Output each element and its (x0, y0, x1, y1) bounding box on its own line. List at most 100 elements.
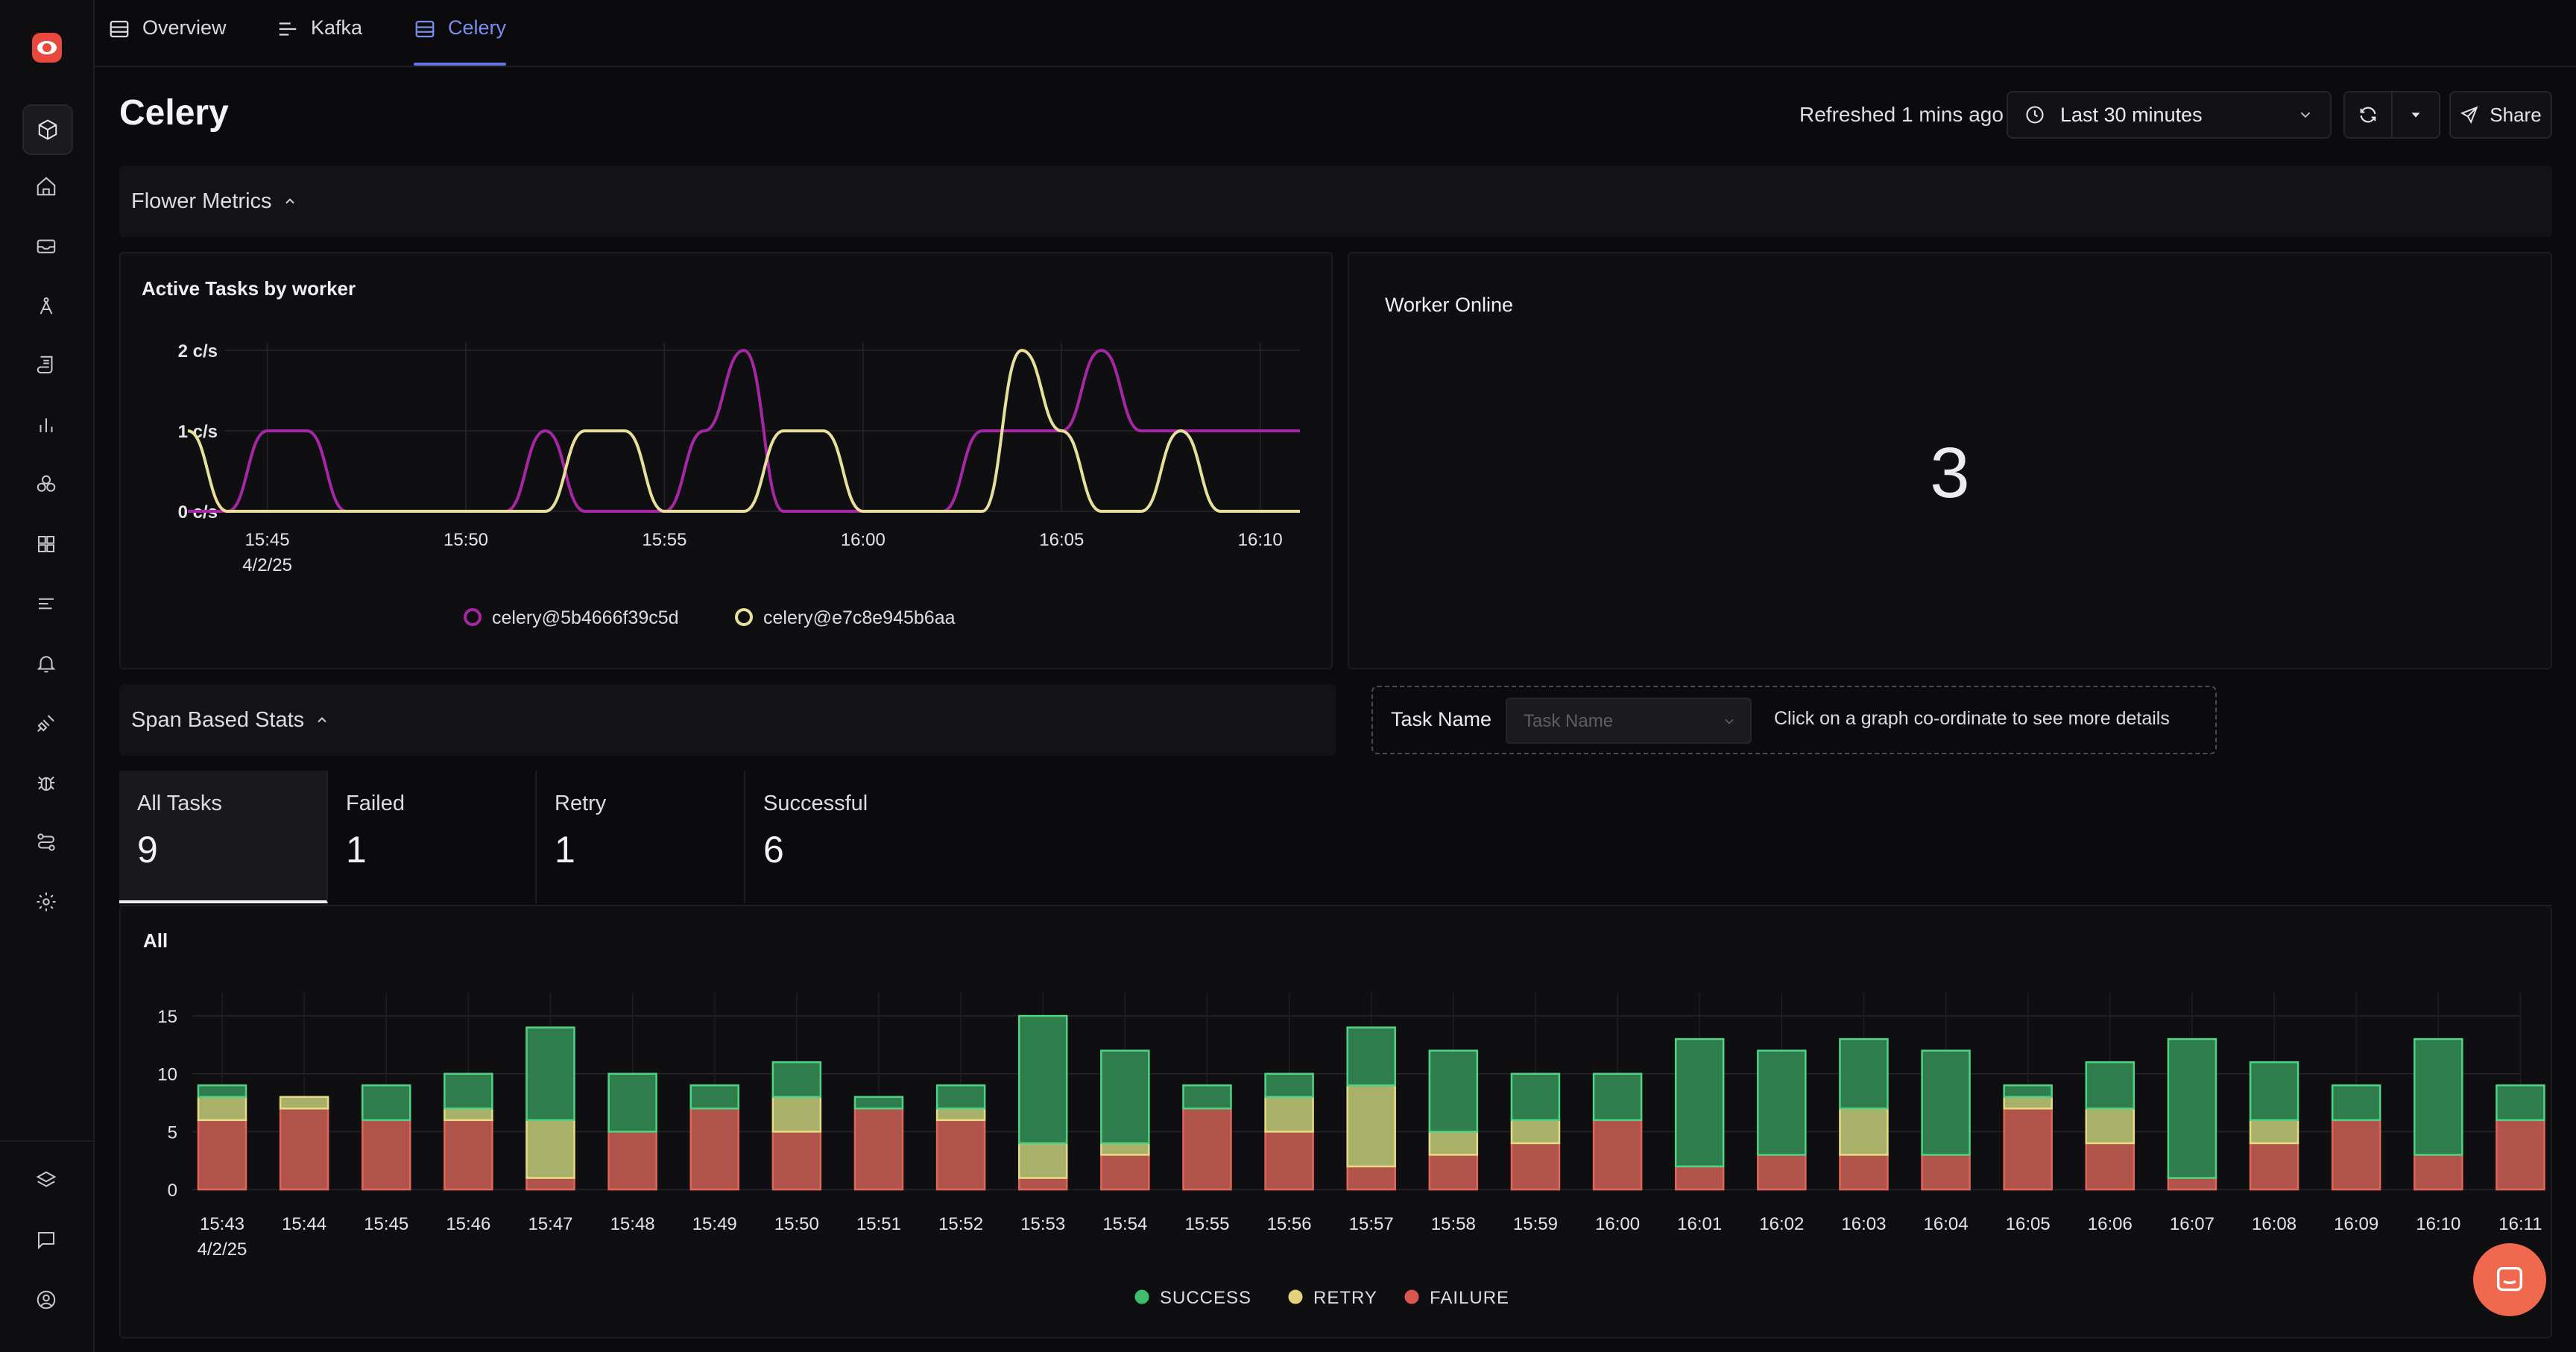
bar-segment-success (2331, 1084, 2381, 1122)
stat-tab-all[interactable]: All Tasks 9 (119, 771, 328, 903)
chat-launcher-button[interactable] (2473, 1243, 2546, 1316)
bar-segment-failure (1757, 1154, 1807, 1191)
x-tick-label: 15:45 (364, 1214, 408, 1234)
bar-segment-failure (2331, 1119, 2381, 1191)
chevron-up-icon (318, 717, 326, 723)
bar-segment-failure (1346, 1165, 1396, 1191)
x-tick-label: 16:10 (1238, 530, 1283, 550)
stat-tab-retry[interactable]: Retry 1 (537, 771, 745, 903)
bar-segment-success (1017, 1014, 1068, 1145)
bar-segment-failure (1017, 1177, 1068, 1191)
bar-segment-retry (1510, 1119, 1561, 1145)
sidebar-gear-icon[interactable] (22, 878, 70, 926)
x-tick-label: 16:09 (2334, 1214, 2378, 1234)
section-title: Span Based Stats (131, 707, 305, 732)
bar-segment-success (1757, 1049, 1807, 1156)
refresh-interval-dropdown[interactable] (2391, 91, 2440, 139)
section-span-stats[interactable]: Span Based Stats (119, 684, 1336, 756)
sidebar-hexagons-icon[interactable] (22, 461, 70, 508)
tab-label: Overview (142, 16, 227, 39)
active-tasks-chart[interactable]: 2 c/s1 c/s0 c/s15:45 15:50 15:55 16:00 16:05… (121, 253, 1331, 668)
worker-online-value: 3 (1930, 433, 1970, 513)
refresh-button[interactable] (2343, 91, 2393, 139)
x-tick-label: 16:06 (2088, 1214, 2133, 1234)
bar-segment-success (1264, 1073, 1314, 1099)
legend-label: RETRY (1313, 1288, 1377, 1308)
bar-segment-success (935, 1084, 986, 1110)
bar-segment-success (1921, 1049, 1971, 1156)
share-label: Share (2490, 103, 2542, 126)
app-logo[interactable] (31, 31, 63, 64)
legend-marker (1134, 1289, 1150, 1305)
bar-segment-success (2085, 1061, 2135, 1110)
sidebar-message-icon[interactable] (22, 1216, 70, 1264)
time-range-picker[interactable]: Last 30 minutes (2007, 91, 2332, 139)
x-tick-label: 15:47 (528, 1214, 572, 1234)
sidebar-plug-icon[interactable] (22, 699, 70, 747)
share-button[interactable]: Share (2449, 91, 2552, 139)
bar-segment-retry (1428, 1131, 1479, 1156)
x-tick-label: 15:52 (938, 1214, 983, 1234)
sidebar-compass-icon[interactable] (22, 282, 70, 329)
chat-icon (2496, 1266, 2523, 1292)
x-tick-label: 16:07 (2170, 1214, 2214, 1234)
bar-segment-failure (1592, 1119, 1643, 1191)
bar-segment-retry (443, 1108, 493, 1122)
sidebar-grid-icon[interactable] (22, 520, 70, 568)
sidebar-bug-icon[interactable] (22, 759, 70, 806)
task-name-placeholder: Task Name (1524, 711, 1614, 731)
x-tick-label: 15:55 (1184, 1214, 1229, 1234)
task-name-select[interactable]: Task Name (1506, 698, 1752, 744)
x-tick-label: 16:00 (1595, 1214, 1640, 1234)
filter-hint: Click on a graph co-ordinate to see more… (1774, 708, 2170, 729)
bar-segment-retry (1100, 1142, 1150, 1156)
x-date-label: 4/2/25 (198, 1239, 247, 1260)
sidebar-layers-icon[interactable] (22, 1157, 70, 1204)
section-title: Flower Metrics (131, 189, 272, 213)
x-tick-label: 15:50 (443, 530, 488, 550)
bar-segment-failure (1674, 1165, 1725, 1191)
tab-kafka[interactable]: Kafka (277, 16, 362, 66)
bar-segment-retry (1264, 1096, 1314, 1133)
legend-label: SUCCESS (1160, 1288, 1251, 1308)
tab-overview[interactable]: Overview (108, 16, 227, 66)
x-tick-label: 15:58 (1431, 1214, 1476, 1234)
x-tick-label: 16:03 (1841, 1214, 1886, 1234)
stat-tab-successful[interactable]: Successful 6 (745, 771, 954, 903)
bar-segment-retry (2085, 1108, 2135, 1145)
worker-online-panel: Worker Online 3 (1348, 252, 2552, 669)
all-tasks-chart[interactable]: All 0 5 10 15 15:43 15:44 15:45 15:46 15:47 15:48 1… (121, 906, 2551, 1336)
bar-segment-failure (1839, 1154, 1889, 1191)
bar-segment-retry (2249, 1119, 2299, 1145)
section-flower-metrics[interactable]: Flower Metrics (119, 165, 2552, 237)
sidebar-user-circle-icon[interactable] (22, 1276, 70, 1324)
bar-segment-failure (2249, 1142, 2299, 1191)
bar-segment-retry (1346, 1084, 1396, 1168)
tab-label: Kafka (311, 16, 363, 39)
sidebar-cube-icon[interactable] (22, 104, 73, 155)
bar-segment-success (1428, 1049, 1479, 1133)
y-tick-label: 10 (157, 1065, 177, 1085)
stat-value: 1 (346, 829, 367, 871)
refreshed-status: Refreshed 1 mins ago (1799, 103, 2004, 126)
sidebar-list-icon[interactable] (22, 580, 70, 628)
tab-celery[interactable]: Celery (414, 16, 507, 66)
sidebar-inbox-icon[interactable] (22, 222, 70, 270)
bar-segment-retry (1839, 1108, 1889, 1156)
stat-tab-failed[interactable]: Failed 1 (328, 771, 537, 903)
bar-segment-failure (1100, 1154, 1150, 1191)
x-tick-label: 16:11 (2498, 1214, 2542, 1234)
chevron-up-icon (285, 198, 294, 204)
sidebar-bar-chart-icon[interactable] (22, 401, 70, 449)
legend-label: celery@e7c8e945b6aa (763, 607, 956, 628)
sidebar-bell-icon[interactable] (22, 639, 70, 687)
sidebar-route-icon[interactable] (22, 818, 70, 866)
stat-value: 1 (555, 829, 575, 871)
task-filter: Task Name Task Name Click on a graph co-… (1371, 686, 2217, 754)
tab-label: Celery (448, 16, 507, 39)
sidebar-scroll-icon[interactable] (22, 341, 70, 389)
stat-label: Failed (346, 792, 405, 815)
stat-label: All Tasks (137, 792, 222, 815)
sidebar-home-icon[interactable] (22, 162, 70, 210)
send-icon (2460, 106, 2478, 124)
